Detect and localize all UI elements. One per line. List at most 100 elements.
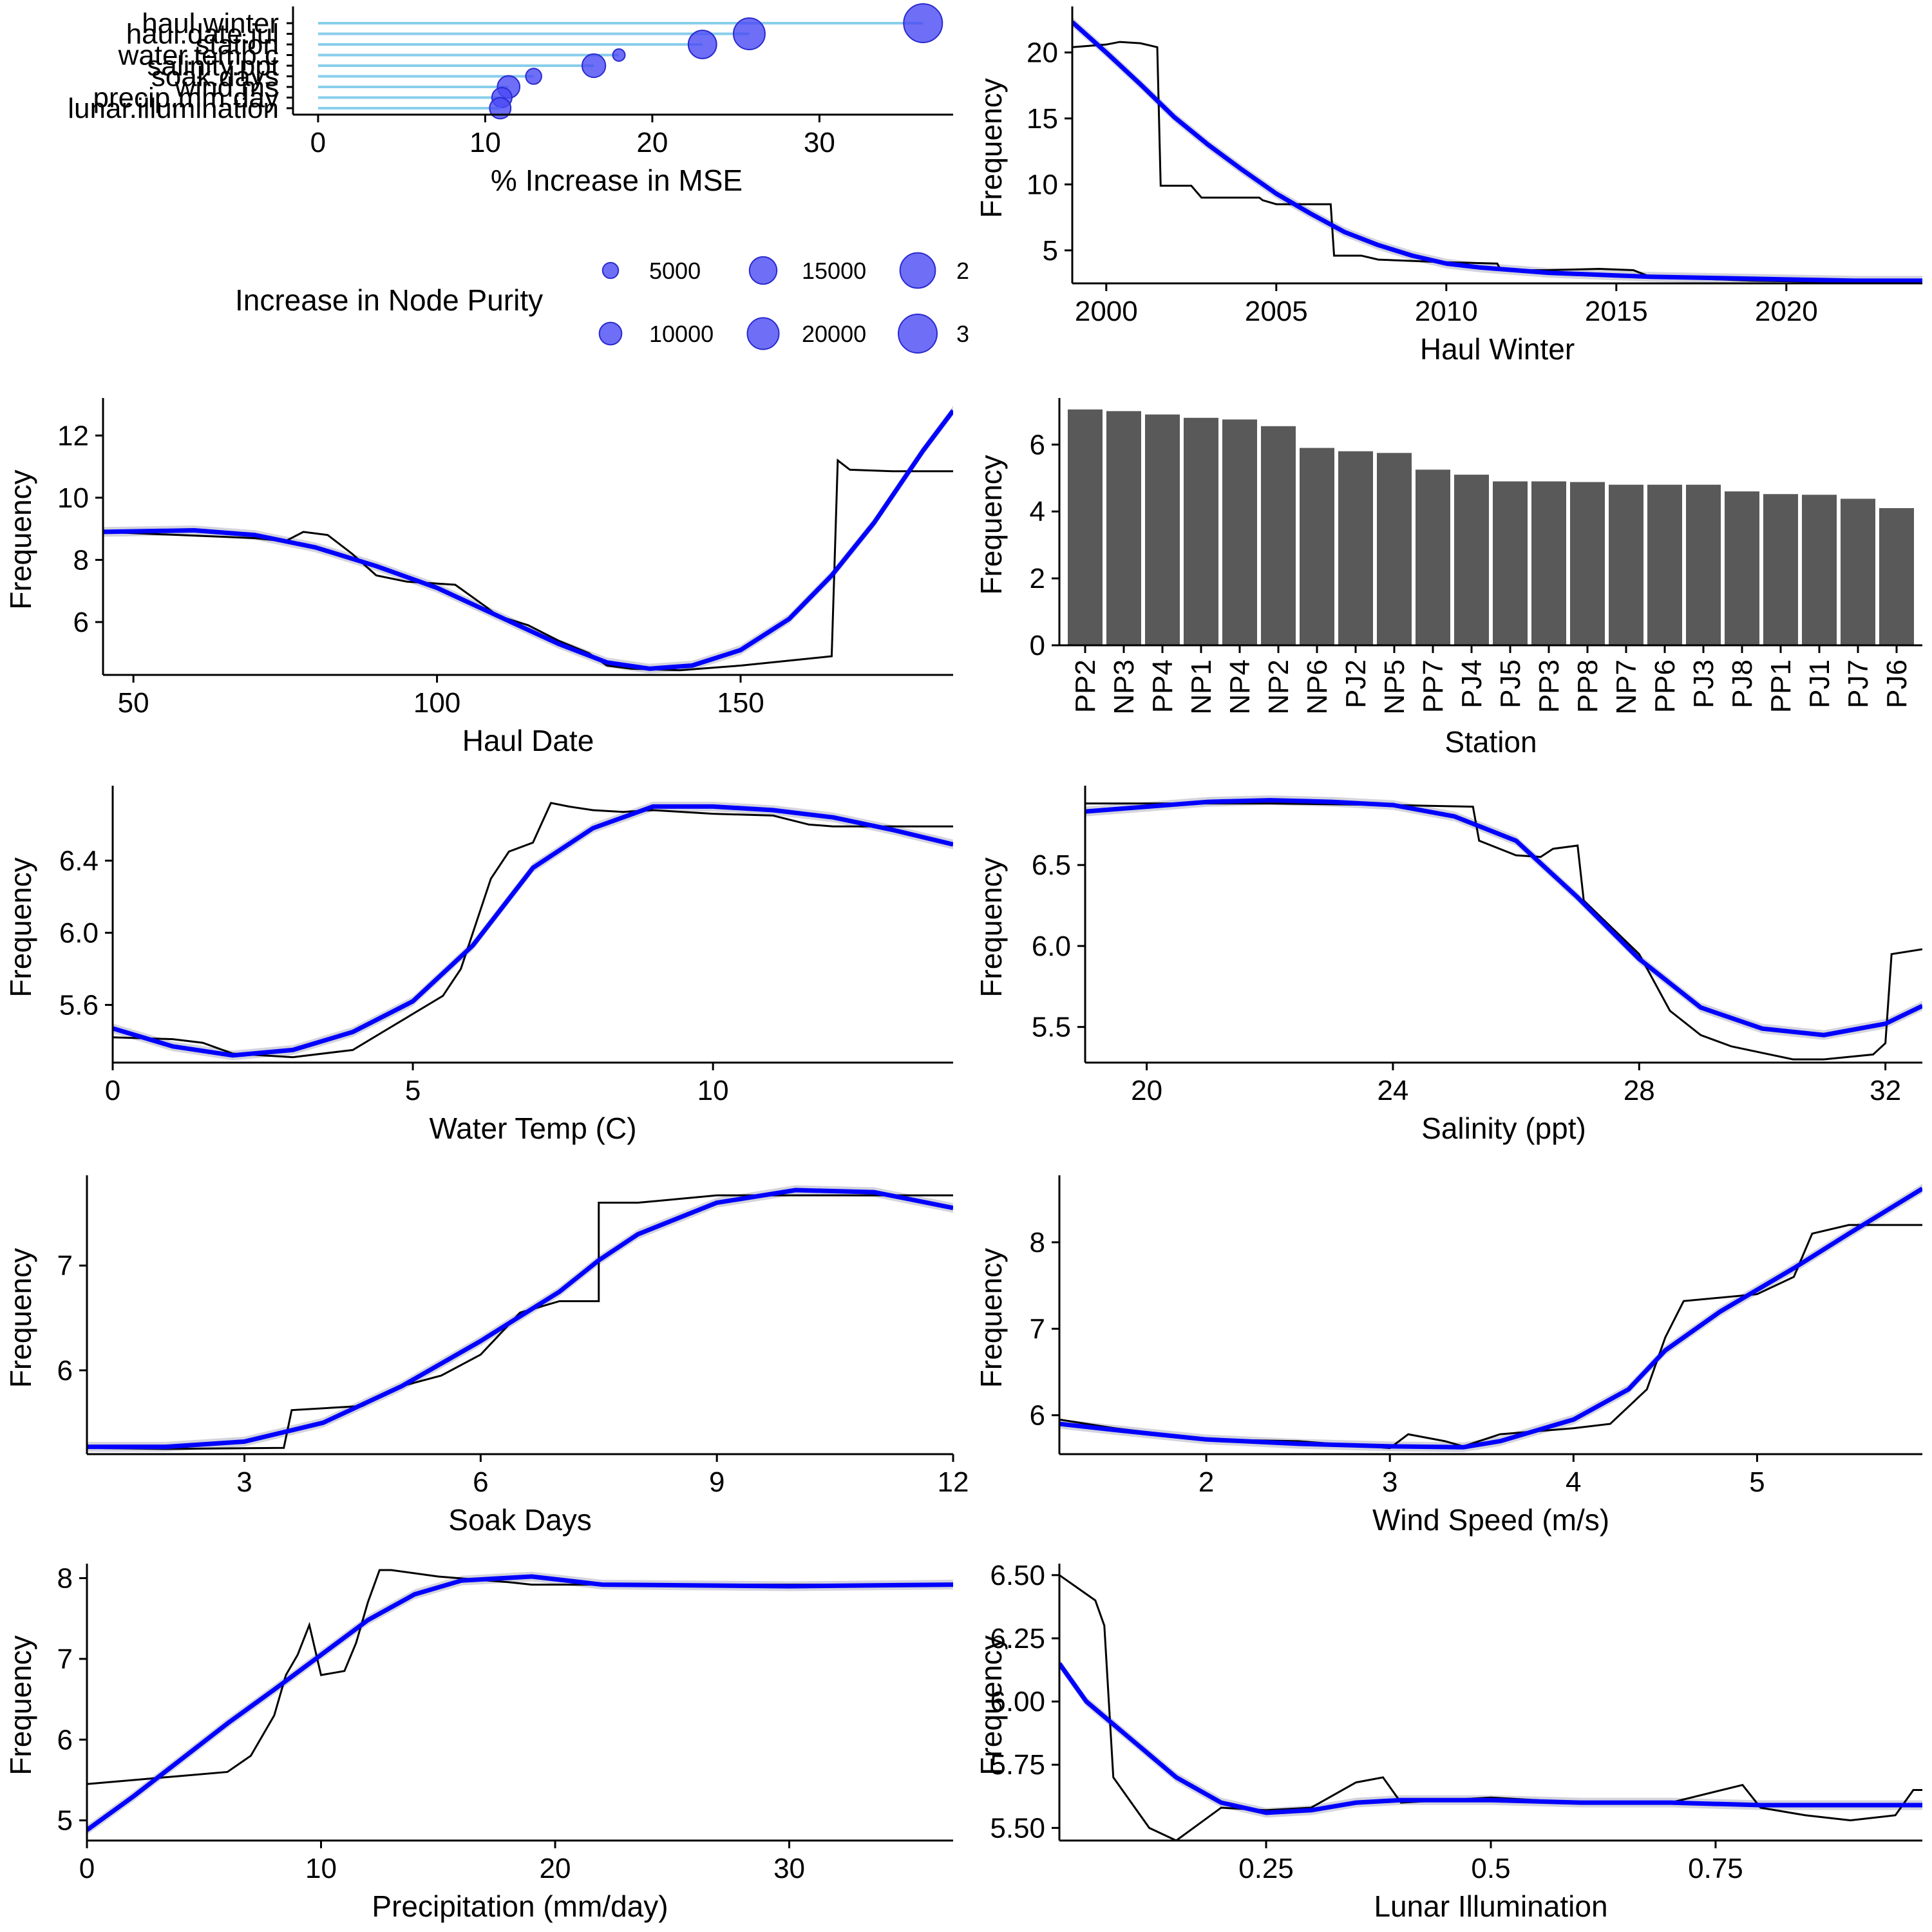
x-axis-title: Station xyxy=(1444,725,1537,759)
plot-area xyxy=(87,1569,953,1835)
x-tick-label: 12 xyxy=(938,1466,969,1498)
confidence-ribbon xyxy=(103,406,953,674)
station-label: NP3 xyxy=(1108,659,1140,715)
station-bar xyxy=(1802,495,1837,645)
x-tick-label: 6 xyxy=(473,1466,488,1498)
y-axis-title: Frequency xyxy=(4,857,37,997)
station-bar xyxy=(1454,475,1489,645)
legend-key xyxy=(748,256,778,285)
station-label: PP4 xyxy=(1147,659,1179,713)
smooth-fit-line xyxy=(1059,1662,1922,1815)
y-axis-title: Frequency xyxy=(974,1635,1008,1775)
smooth-fit-line xyxy=(113,804,953,1058)
y-tick-label: 6.4 xyxy=(59,845,99,876)
x-tick-label: 5 xyxy=(1749,1466,1765,1498)
legend-label: 10000 xyxy=(649,321,714,347)
x-tick-label: 0 xyxy=(310,127,326,158)
plot-area xyxy=(1072,17,1922,283)
y-tick-label: 7 xyxy=(57,1643,73,1675)
variable-label: haul.date.jul xyxy=(126,19,279,50)
station-label: PJ7 xyxy=(1842,659,1874,708)
y-axis-title: Frequency xyxy=(4,469,37,609)
x-axis-title: Precipitation (mm/day) xyxy=(372,1889,668,1923)
confidence-ribbon xyxy=(1085,795,1922,1040)
y-axis-title: Frequency xyxy=(974,78,1008,218)
confidence-ribbon xyxy=(113,801,953,1061)
station-label: NP6 xyxy=(1302,659,1333,715)
x-tick-label: 2015 xyxy=(1585,296,1648,327)
legend-key xyxy=(601,261,620,279)
y-axis-title: Frequency xyxy=(4,1248,37,1388)
x-tick-label: 150 xyxy=(717,687,764,719)
panel-soak-days: 3 6 9 12 6 7 Soak Days Frequency xyxy=(4,1175,969,1537)
legend-label: 3 xyxy=(956,321,969,347)
station-bar xyxy=(1570,482,1605,645)
station-bar xyxy=(1145,414,1180,645)
y-tick-label: 6.0 xyxy=(59,917,99,949)
importance-point xyxy=(612,48,626,62)
station-bar xyxy=(1106,411,1141,645)
x-tick-label: 0 xyxy=(79,1853,95,1884)
station-bar xyxy=(1879,508,1914,645)
station-bar xyxy=(1068,409,1103,645)
y-axis-title: Frequency xyxy=(974,455,1008,594)
legend-key xyxy=(746,317,780,350)
partial-dependence-line xyxy=(113,802,953,1059)
x-tick-label: 0 xyxy=(105,1075,120,1106)
station-bar xyxy=(1841,498,1875,645)
station-bar xyxy=(1531,481,1566,645)
confidence-ribbon xyxy=(1059,1184,1922,1452)
station-bar xyxy=(1338,451,1373,645)
importance-point xyxy=(903,3,943,43)
y-tick-label: 5.75 xyxy=(990,1749,1045,1781)
y-axis-title: Frequency xyxy=(974,1248,1008,1388)
x-tick-label: 2020 xyxy=(1755,296,1818,327)
y-tick-label: 5.6 xyxy=(59,989,99,1021)
confidence-ribbon xyxy=(1059,1658,1922,1818)
legend-label: 20000 xyxy=(802,321,866,347)
variable-label: water.temp.c xyxy=(118,40,279,71)
station-label: PP2 xyxy=(1070,659,1101,713)
variable-label: station xyxy=(195,29,279,61)
x-tick-label: 4 xyxy=(1566,1466,1581,1498)
panel-variable-importance: haul.winterhaul.date.julstationwater.tem… xyxy=(68,3,969,354)
y-tick-label: 4 xyxy=(1030,496,1045,527)
panel-station: PP2 NP3 PP4 NP1 NP4 NP2 NP6 PJ2 NP5 PP7 PJ4 PJ5 PP3 P… xyxy=(974,398,1922,759)
y-tick-label: 6.0 xyxy=(1032,931,1071,962)
node-purity-legend: Increase in Node Purity 5000 10000 15000 200… xyxy=(235,252,969,354)
station-bar xyxy=(1300,448,1334,645)
variable-label: lunar.illumination xyxy=(68,93,279,124)
partial-dependence-line xyxy=(1059,1574,1922,1841)
panel-haul-winter: 2000 2005 2010 2015 2020 5 10 15 20 Haul Winter Fr… xyxy=(974,6,1922,366)
legend-key xyxy=(899,252,936,289)
plot-area xyxy=(1059,1184,1922,1452)
importance-point xyxy=(732,17,766,50)
y-tick-label: 10 xyxy=(57,482,89,514)
plot-area xyxy=(87,1185,953,1452)
plot-area xyxy=(103,406,953,674)
station-label: PJ1 xyxy=(1804,659,1835,708)
y-tick-label: 6 xyxy=(57,1355,73,1387)
confidence-ribbon xyxy=(1072,17,1922,283)
smooth-fit-line xyxy=(1072,20,1922,283)
x-tick-label: 24 xyxy=(1377,1075,1408,1106)
y-tick-label: 6.00 xyxy=(990,1686,1045,1718)
x-tick-label: 3 xyxy=(1382,1466,1397,1498)
y-tick-label: 7 xyxy=(1030,1313,1045,1345)
y-tick-label: 6.5 xyxy=(1032,849,1071,881)
legend-label: 2 xyxy=(956,258,969,284)
smooth-fit-line xyxy=(1085,798,1922,1037)
y-tick-label: 5 xyxy=(1043,235,1058,267)
y-tick-label: 12 xyxy=(57,420,89,451)
x-tick-label: 2010 xyxy=(1415,296,1478,327)
panel-lunar-illumination: 0.25 0.5 0.75 5.50 5.75 6.00 6.25 6.50 Lunar Ill… xyxy=(974,1560,1922,1923)
y-axis-title: Frequency xyxy=(974,857,1008,997)
partial-dependence-line xyxy=(87,1569,953,1785)
x-tick-label: 10 xyxy=(697,1075,729,1106)
station-label: NP5 xyxy=(1379,659,1410,715)
x-tick-label: 3 xyxy=(236,1466,252,1498)
y-tick-label: 8 xyxy=(1030,1227,1045,1258)
partial-dependence-line xyxy=(87,1194,953,1450)
panel-haul-date: 50 100 150 6 8 10 12 Haul Date Frequency xyxy=(4,398,953,757)
x-tick-label: 32 xyxy=(1870,1075,1901,1106)
